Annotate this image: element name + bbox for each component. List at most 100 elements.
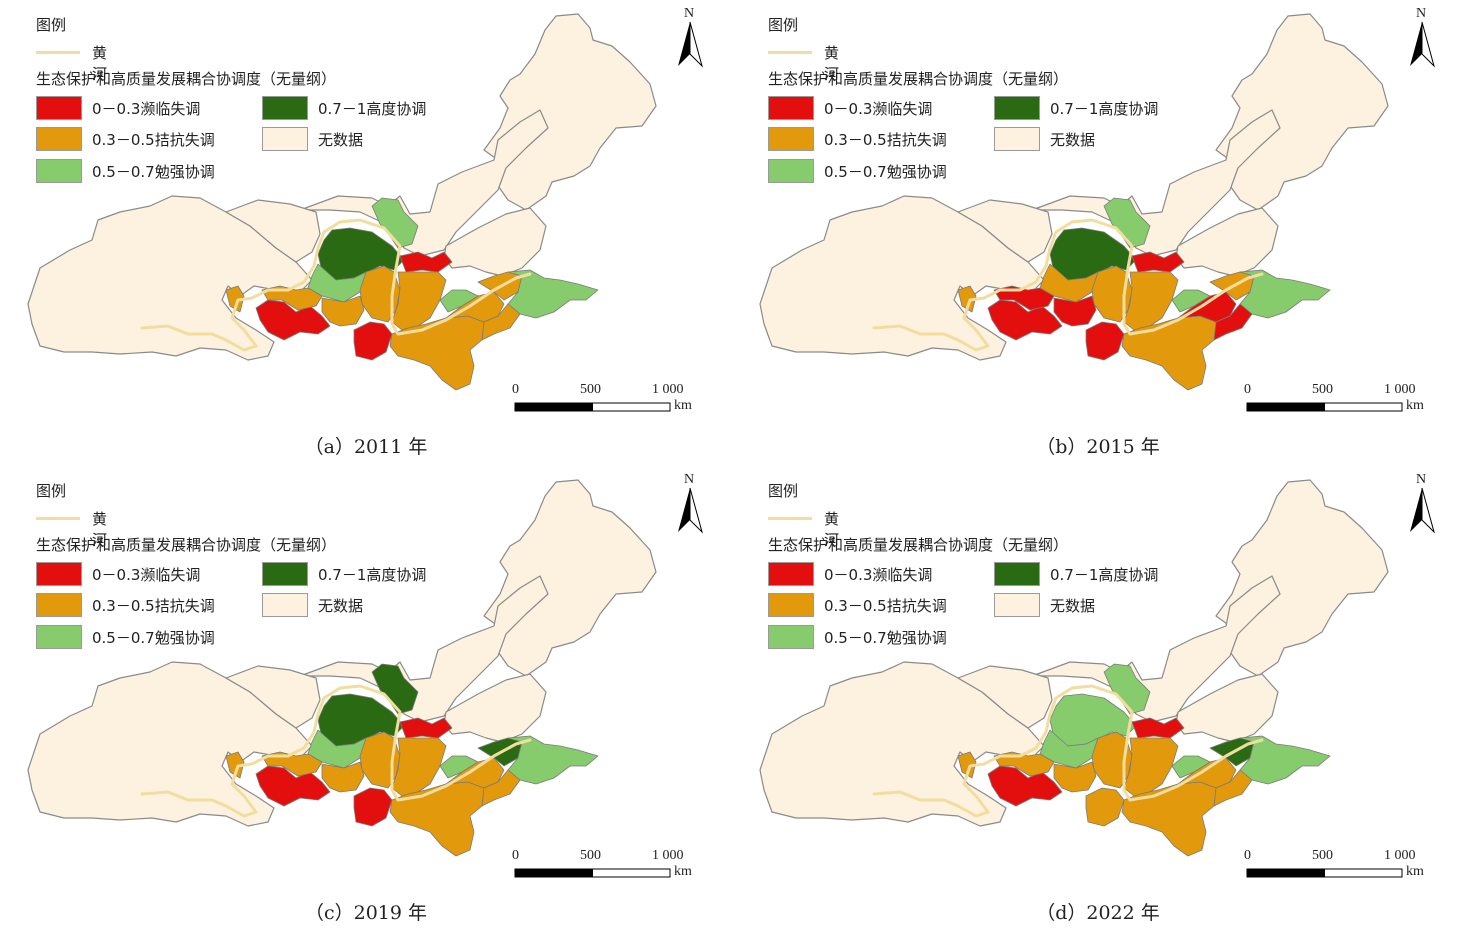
region-w_group [987,765,1063,807]
region-shanxi [391,271,447,331]
panel-caption-0: （a）2011 年 [304,436,428,458]
legend-river-label: 黄河 [92,510,108,549]
legend-item-label: 0.7－1高度协调 [1050,100,1159,118]
legend: 图例 黄河 生态保护和高质量发展耦合协调度（无量纲） 0－0.3濒临失调 0.7… [36,480,486,660]
legend-swatch [36,593,82,617]
region-ningxia [307,729,367,769]
region-shandong_e [507,735,599,785]
scale-bar: 0 500 1 000 km [500,844,720,888]
legend: 图例 黄河 生态保护和高质量发展耦合协调度（无量纲） 0－0.3濒临失调 0.7… [768,14,1218,194]
region-w_group [987,299,1063,341]
scale-bar-graphic [1246,868,1403,878]
yellow-river-line [872,684,1264,818]
river-line-swatch [36,51,80,54]
region-henan [389,781,485,857]
region-nodata-ningxia-gansu-w [957,665,1053,729]
region-se_henan [481,769,521,807]
region-ningxia [1039,729,1099,769]
region-shanxi [1123,737,1179,797]
region-far_w [225,751,245,779]
legend-swatch [768,562,814,586]
scale-tick-0: 0 [512,382,519,397]
north-label: N [1416,472,1427,487]
legend-title: 图例 [36,482,67,500]
legend-item-label: 0.7－1高度协调 [318,100,427,118]
legend-swatch [994,127,1040,151]
region-shanxi [391,737,447,797]
region-nodata-qinghai-tibet [759,661,1045,827]
region-se_henan [481,303,521,341]
legend-river-label: 黄河 [824,44,840,83]
region-w_group [255,765,331,807]
legend-subtitle: 生态保护和高质量发展耦合协调度（无量纲） [36,70,337,88]
scale-bar-graphic [1246,402,1403,412]
region-shandong_w [439,289,479,313]
legend-subtitle: 生态保护和高质量发展耦合协调度（无量纲） [768,70,1069,88]
panel-caption-2: （c）2019 年 [304,902,428,924]
legend-title: 图例 [768,16,799,34]
region-shandong_e [1239,269,1331,319]
legend-swatch [262,593,308,617]
region-n_shanxi [399,251,453,273]
north-label: N [1416,6,1427,21]
legend-swatch [994,562,1040,586]
legend-swatch [768,625,814,649]
legend-item-label: 0.5－0.7勉强协调 [824,163,947,181]
scale-tick-0: 0 [1244,382,1251,397]
scale-unit: km [674,864,692,879]
legend-swatch [262,127,308,151]
map-canvas [759,479,1389,857]
legend-swatch [36,625,82,649]
legend-item-label: 0.3－0.5拮抗失调 [824,131,947,149]
scale-unit: km [674,398,692,413]
scale-bar-graphic [514,402,671,412]
map-panel-1: 图例 黄河 生态保护和高质量发展耦合协调度（无量纲） 0－0.3濒临失调 0.7… [732,0,1464,466]
scale-bar: 0 500 1 000 km [500,378,720,422]
legend-item-label: 0－0.3濒临失调 [824,566,933,584]
panel-caption-3: （d）2022 年 [1036,902,1160,924]
legend-swatch [36,562,82,586]
legend-item-label: 0－0.3濒临失调 [92,100,201,118]
region-se_henan [1213,303,1253,341]
legend-swatch [768,159,814,183]
north-arrow: N [670,472,710,540]
legend-swatch [768,593,814,617]
legend-river-label: 黄河 [92,44,108,83]
north-label: N [684,472,695,487]
region-nodata-inner-mongolia [1031,575,1281,723]
region-ningxia [307,263,367,303]
legend-item-label: 无数据 [1050,597,1096,615]
region-s_shaanxi [1085,787,1125,827]
region-far_w [225,285,245,313]
north-arrow-icon [1410,21,1435,68]
legend-item-label: 0.3－0.5拮抗失调 [92,597,215,615]
region-c_west [321,295,365,327]
scale-bar: 0 500 1 000 km [1232,844,1452,888]
region-c_west [1053,295,1097,327]
region-nodata-inner-mongolia [1031,109,1281,257]
river-line-swatch [36,517,80,520]
map-canvas [759,13,1389,391]
yellow-river-line [140,684,532,818]
region-shandong_e [507,269,599,319]
region-shandong_w [439,755,479,779]
north-arrow: N [1402,6,1442,74]
legend-title: 图例 [768,482,799,500]
legend-item-label: 无数据 [1050,131,1096,149]
legend-title: 图例 [36,16,67,34]
legend-item-label: 0.3－0.5拮抗失调 [824,597,947,615]
legend-item-label: 0.3－0.5拮抗失调 [92,131,215,149]
region-far_w [957,751,977,779]
region-n_shanxi [1131,717,1185,739]
legend-item-label: 0.7－1高度协调 [318,566,427,584]
river-line-swatch [768,517,812,520]
scale-tick-1000: 1 000 [1384,848,1416,863]
north-arrow: N [1402,472,1442,540]
legend-swatch [768,96,814,120]
region-nodata-qinghai-tibet [27,195,313,361]
legend: 图例 黄河 生态保护和高质量发展耦合协调度（无量纲） 0－0.3濒临失调 0.7… [36,14,486,194]
panel-caption-1: （b）2015 年 [1036,436,1160,458]
region-c_west [1053,761,1097,793]
legend-river-label: 黄河 [824,510,840,549]
map-panel-0: 图例 黄河 生态保护和高质量发展耦合协调度（无量纲） 0－0.3濒临失调 0.7… [0,0,732,466]
